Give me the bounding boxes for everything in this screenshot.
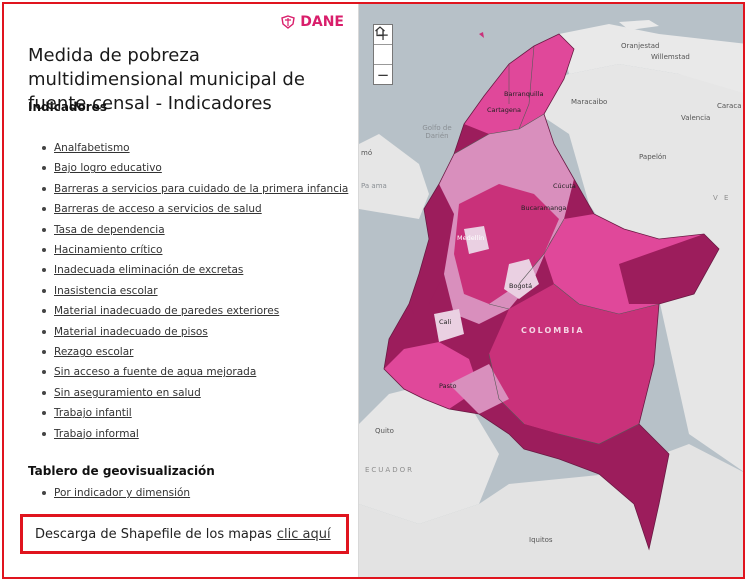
side-panel: DANE Medida de pobreza multidimensional … [4, 4, 359, 577]
map-view[interactable]: + − Oranjestad Willemstad Barranquilla C… [359, 4, 743, 577]
list-item: Rezago escolar [42, 342, 348, 362]
indicator-link[interactable]: Material inadecuado de paredes exteriore… [54, 305, 280, 318]
map-label-iquitos: Iquitos [529, 536, 553, 544]
colombia-amazonia [489, 284, 659, 444]
dashboard-heading: Tablero de geovisualización [28, 464, 215, 478]
colombia-bogota-area [504, 259, 539, 299]
map-label-golfo: Golfo de Darién [422, 124, 452, 140]
colombia-nariño [384, 342, 479, 409]
panama-land [359, 134, 429, 219]
home-button[interactable] [374, 26, 392, 65]
map-label-ecuador: ECUADOR [365, 466, 414, 474]
colombia-cali-area [434, 309, 464, 342]
map-label-quito: Quito [375, 427, 394, 435]
map-label-panama-water: Pa ama [361, 182, 387, 190]
map-label-papelon: Papelón [639, 153, 667, 161]
zoom-controls: + − [373, 24, 393, 85]
list-item: Trabajo infantil [42, 403, 348, 423]
indicator-link[interactable]: Hacinamiento crítico [54, 244, 163, 257]
map-label-cucuta: Cúcuta [553, 182, 576, 190]
dane-logo: DANE [280, 14, 344, 30]
page-title: Medida de pobreza multidimensional munic… [28, 45, 305, 114]
venezuela-north-land [559, 24, 743, 93]
download-link[interactable]: clic aquí [276, 526, 331, 542]
indicator-link[interactable]: Trabajo informal [54, 427, 139, 440]
map-label-cartagena: Cartagena [487, 106, 521, 114]
venezuela-land [509, 64, 743, 472]
indicator-link[interactable]: Inadecuada eliminación de excretas [54, 264, 244, 277]
list-item: Inadecuada eliminación de excretas [42, 260, 348, 280]
map-label-medellin: Medellín [457, 234, 485, 242]
colombia-orinoquia-east [619, 234, 719, 304]
map-label-colombia: COLOMBIA [521, 326, 585, 335]
dashboard-list: Por indicador y dimensión [42, 483, 190, 503]
map-label-cali: Cali [439, 318, 452, 326]
map-label-bogota: Bogotá [509, 282, 533, 290]
list-item: Inasistencia escolar [42, 281, 348, 301]
ecuador-land [359, 384, 499, 524]
list-item: Bajo logro educativo [42, 158, 348, 178]
caribbean-islands [619, 20, 659, 30]
indicator-link[interactable]: Tasa de dependencia [54, 223, 165, 236]
indicators-heading: Indicadores [28, 100, 107, 114]
map-label-bucaramanga: Bucaramanga [521, 204, 567, 212]
indicator-link[interactable]: Trabajo infantil [54, 407, 132, 420]
indicator-link[interactable]: Material inadecuado de pisos [54, 325, 208, 338]
logo-text: DANE [300, 14, 344, 30]
app-frame: DANE Medida de pobreza multidimensional … [2, 2, 745, 579]
list-item: Hacinamiento crítico [42, 240, 348, 260]
list-item: Sin acceso a fuente de agua mejorada [42, 362, 348, 382]
download-box: Descarga de Shapefile de los mapas clic … [20, 514, 349, 554]
colombia-outline [383, 33, 720, 551]
indicator-link[interactable]: Bajo logro educativo [54, 162, 162, 175]
indicator-link[interactable]: Sin aseguramiento en salud [54, 386, 201, 399]
map-label-willemstad: Willemstad [651, 53, 690, 61]
indicator-link[interactable]: Rezago escolar [54, 346, 134, 359]
download-text: Descarga de Shapefile de los mapas [35, 526, 272, 542]
list-item: Trabajo informal [42, 424, 348, 444]
dashboard-link[interactable]: Por indicador y dimensión [54, 487, 191, 499]
colombia-pacific [409, 184, 454, 314]
map-canvas [359, 20, 743, 577]
list-item: Barreras de acceso a servicios de salud [42, 199, 348, 219]
map-label-maracaibo: Maracaibo [571, 98, 608, 106]
map-label-pasto: Pasto [439, 382, 457, 390]
dane-emblem-icon [281, 15, 296, 29]
map-label-oranjestad: Oranjestad [621, 42, 660, 50]
colombia-amazonia-south [524, 424, 669, 549]
list-item: Tasa de dependencia [42, 220, 348, 240]
colombia-department-lines [453, 45, 660, 445]
list-item: Analfabetismo [42, 138, 348, 158]
map-label-caracas: Caraca [717, 102, 742, 110]
list-item: Barreras a servicios para cuidado de la … [42, 179, 348, 199]
san-andres-island [479, 32, 484, 38]
list-item: Material inadecuado de paredes exteriore… [42, 301, 348, 321]
indicator-link[interactable]: Barreras de acceso a servicios de salud [54, 203, 262, 216]
indicator-link[interactable]: Barreras a servicios para cuidado de la … [54, 182, 349, 195]
list-item: Sin aseguramiento en salud [42, 383, 348, 403]
map-label-panama: mó [361, 149, 373, 157]
indicator-link[interactable]: Analfabetismo [54, 142, 130, 154]
colombia-medellin-area [464, 226, 489, 254]
map-label-barranquilla: Barranquilla [504, 90, 544, 98]
list-item: Por indicador y dimensión [42, 483, 190, 503]
colombia-central [454, 184, 559, 304]
home-icon [375, 26, 385, 37]
indicator-link[interactable]: Inasistencia escolar [54, 284, 158, 297]
indicator-list: Analfabetismo Bajo logro educativo Barre… [42, 138, 348, 444]
zoom-out-button[interactable]: − [376, 65, 390, 84]
map-label-valencia: Valencia [681, 114, 711, 122]
map-label-venezuela: V E [713, 194, 731, 202]
list-item: Material inadecuado de pisos [42, 322, 348, 342]
indicator-link[interactable]: Sin acceso a fuente de agua mejorada [54, 366, 257, 379]
